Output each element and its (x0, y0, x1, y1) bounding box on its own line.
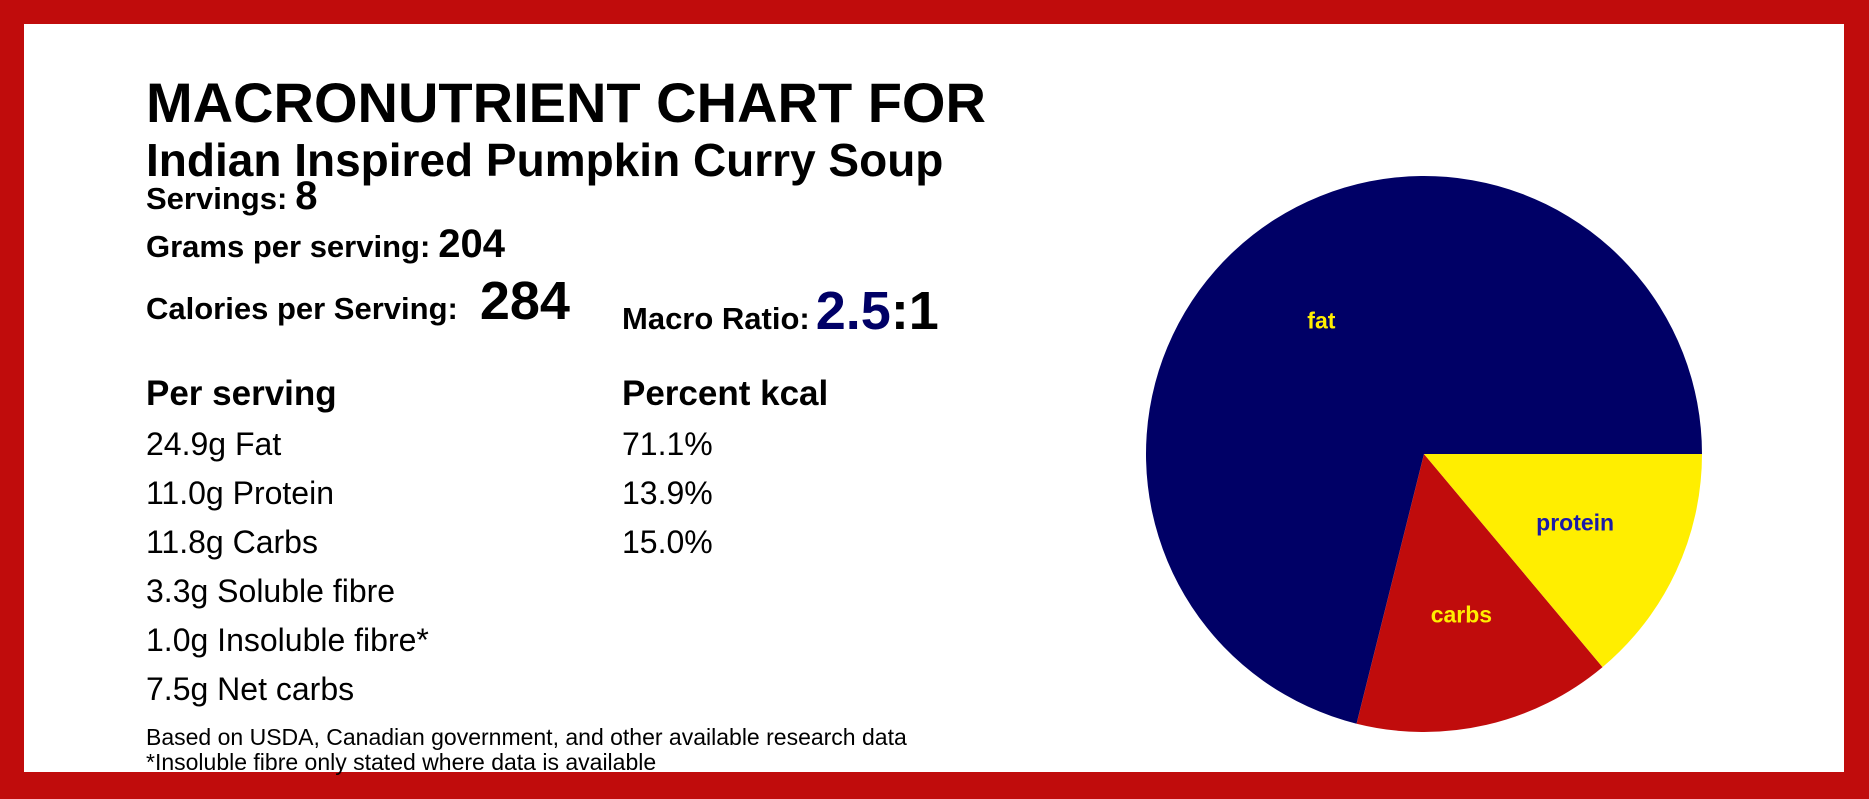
row-amount-carbs: 11.8g Carbs (146, 524, 318, 560)
ratio-label: Macro Ratio: (622, 301, 810, 336)
fibre-note: *Insoluble fibre only stated where data … (146, 749, 657, 775)
row-percent-fat: 71.1% (622, 426, 713, 462)
pie-slice-carbs (1356, 454, 1603, 732)
servings-stat: Servings: 8 (146, 174, 318, 219)
percent-kcal-header: Percent kcal (622, 374, 829, 413)
page-title: MACRONUTRIENT CHART FOR (146, 71, 986, 134)
calories-label: Calories per Serving: (146, 291, 458, 326)
ratio-value-a: 2.5 (815, 281, 891, 341)
grams-value: 204 (438, 222, 506, 266)
grams-label: Grams per serving: (146, 229, 431, 264)
row-percent-carbs: 15.0% (622, 524, 713, 560)
recipe-name: Indian Inspired Pumpkin Curry Soup (146, 134, 944, 186)
chart-card: MACRONUTRIENT CHART FOR Indian Inspired … (24, 24, 1844, 775)
macro-ratio: Macro Ratio: 2.5:1 (622, 280, 939, 342)
calories-value: 284 (479, 271, 570, 331)
row-percent-protein: 13.9% (622, 475, 713, 511)
pie-label-carbs: carbs (1431, 602, 1492, 628)
grams-stat: Grams per serving: 204 (146, 222, 505, 267)
servings-value: 8 (295, 174, 318, 218)
pie-label-fat: fat (1307, 308, 1335, 334)
per-serving-header: Per serving (146, 374, 337, 413)
row-amount-fat: 24.9g Fat (146, 426, 282, 462)
calories-stat: Calories per Serving: 284 (146, 270, 570, 332)
macro-pie-chart: fat carbs protein (1146, 175, 1702, 732)
source-note: Based on USDA, Canadian government, and … (146, 724, 907, 750)
row-amount-insoluble-fibre: 1.0g Insoluble fibre* (146, 622, 429, 658)
pie-slice-fat (1146, 175, 1702, 724)
row-amount-protein: 11.0g Protein (146, 475, 334, 511)
servings-label: Servings: (146, 181, 288, 216)
pie-slice-protein (1424, 454, 1702, 668)
ratio-value-b: :1 (890, 281, 939, 341)
row-amount-soluble-fibre: 3.3g Soluble fibre (146, 573, 396, 609)
pie-label-protein: protein (1536, 510, 1614, 536)
row-amount-net-carbs: 7.5g Net carbs (146, 671, 355, 707)
